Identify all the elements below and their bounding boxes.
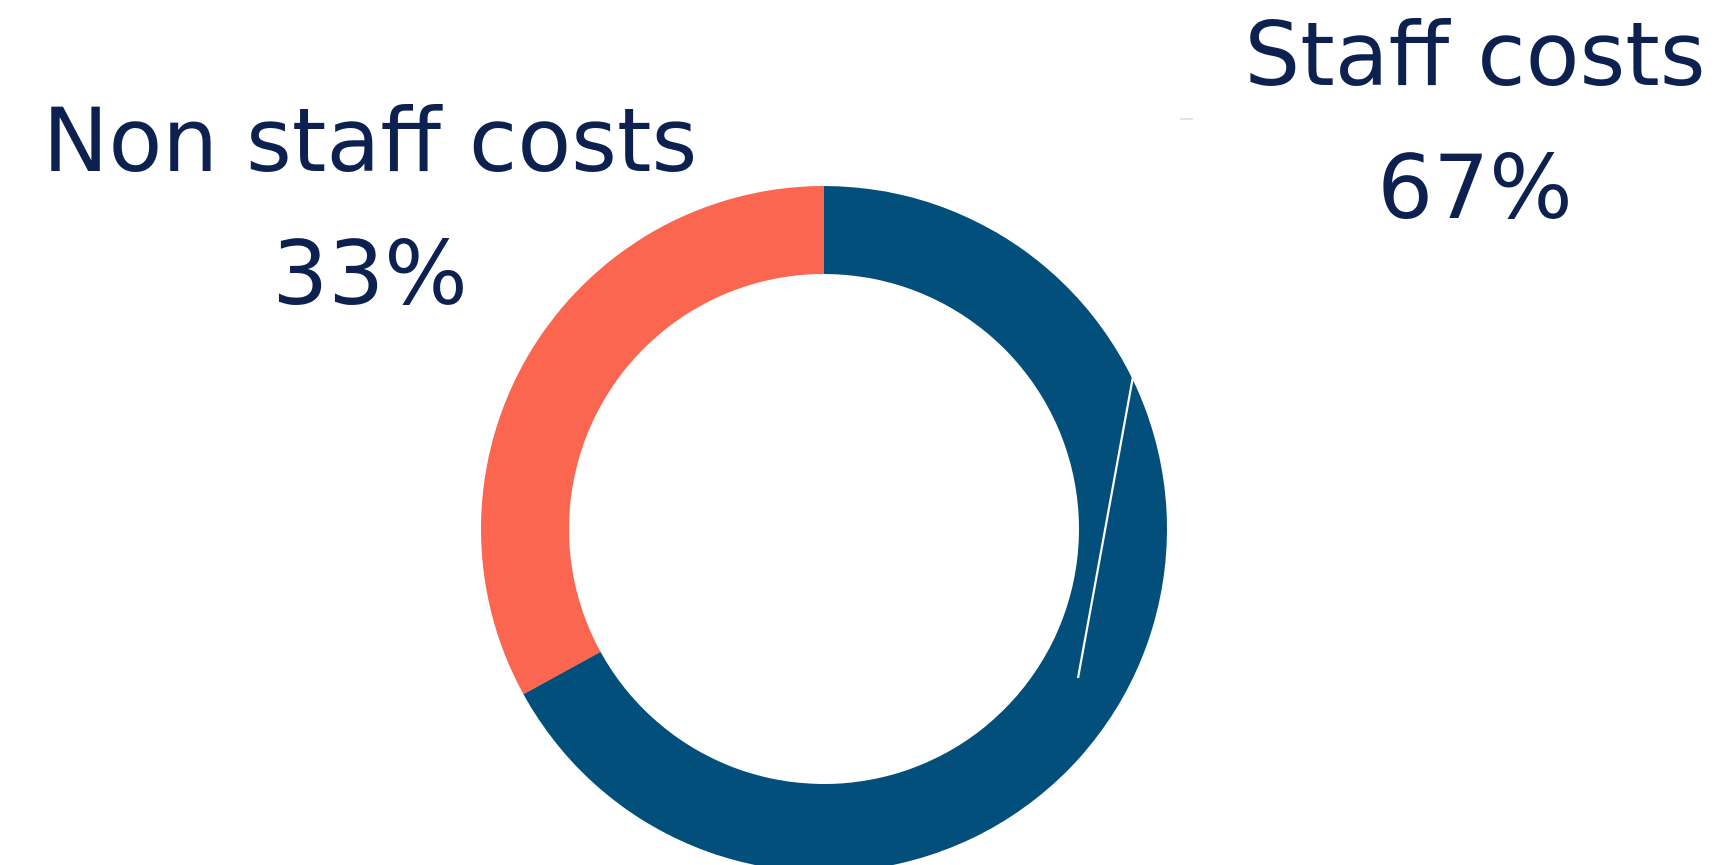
label-non-staff-costs-name: Non staff costs xyxy=(43,89,698,192)
label-non-staff-costs: Non staff costs 33% xyxy=(43,89,698,325)
donut-slice-non-staff-costs xyxy=(481,186,824,695)
label-non-staff-costs-percent: 33% xyxy=(272,222,468,325)
label-staff-costs: Staff costs 67% xyxy=(1244,3,1705,239)
label-staff-costs-percent: 67% xyxy=(1377,136,1573,239)
label-staff-costs-name: Staff costs xyxy=(1244,3,1705,106)
donut-slices xyxy=(481,186,1167,865)
